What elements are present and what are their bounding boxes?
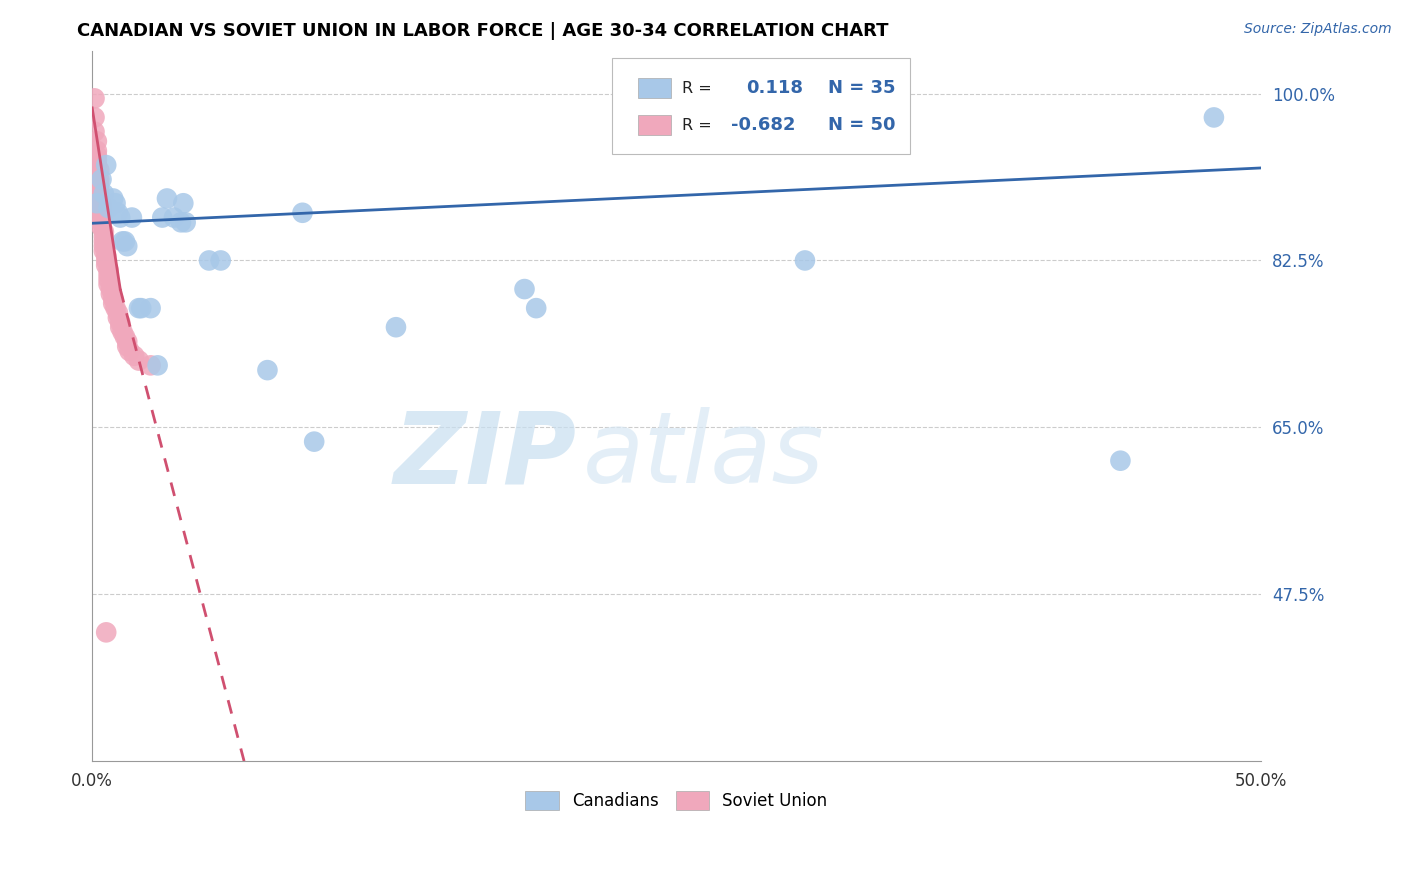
Text: N = 35: N = 35 <box>828 79 896 97</box>
Point <box>1202 111 1225 125</box>
Point <box>83 125 105 139</box>
Point <box>96 253 118 268</box>
Point <box>115 239 138 253</box>
Point <box>172 196 194 211</box>
Point <box>139 301 162 315</box>
Point <box>198 253 221 268</box>
Point <box>128 301 150 315</box>
Point <box>100 282 122 296</box>
Point <box>103 192 125 206</box>
Point <box>150 211 173 225</box>
Point <box>83 91 105 105</box>
Point <box>83 111 105 125</box>
Point <box>111 325 134 339</box>
Point <box>115 339 138 353</box>
Point <box>93 235 115 249</box>
Point <box>103 296 125 310</box>
Point <box>90 206 112 220</box>
Point <box>96 249 118 263</box>
Point <box>163 211 186 225</box>
Point <box>302 434 325 449</box>
Point <box>146 359 169 373</box>
Point <box>107 206 129 220</box>
Point <box>110 320 132 334</box>
Text: ZIP: ZIP <box>394 407 576 504</box>
FancyBboxPatch shape <box>638 115 671 136</box>
Point <box>122 349 145 363</box>
Point <box>90 172 112 186</box>
Text: atlas: atlas <box>583 407 824 504</box>
Point <box>89 182 111 196</box>
Point <box>104 301 127 315</box>
Point <box>385 320 408 334</box>
Text: -0.682: -0.682 <box>731 116 796 135</box>
Point <box>89 162 111 177</box>
Point <box>93 229 115 244</box>
Point <box>794 253 817 268</box>
Point <box>174 215 197 229</box>
Point <box>170 215 193 229</box>
Point <box>86 144 108 158</box>
Point <box>110 315 132 329</box>
Point <box>129 301 152 315</box>
Point <box>97 201 120 215</box>
Text: N = 50: N = 50 <box>828 116 896 135</box>
Point <box>93 186 115 201</box>
Point <box>96 158 118 172</box>
Point <box>90 201 112 215</box>
Point <box>114 330 136 344</box>
Point <box>97 268 120 282</box>
Text: 0.118: 0.118 <box>747 79 803 97</box>
Point <box>97 263 120 277</box>
Point <box>89 177 111 191</box>
Point <box>93 244 115 258</box>
Point <box>209 253 232 268</box>
Point <box>128 353 150 368</box>
Legend: Canadians, Soviet Union: Canadians, Soviet Union <box>519 784 834 817</box>
Point <box>93 225 115 239</box>
Text: R =: R = <box>682 118 711 133</box>
Point <box>118 344 141 359</box>
Point <box>747 120 769 134</box>
Point <box>96 625 118 640</box>
Point <box>114 235 136 249</box>
Point <box>1109 453 1132 467</box>
Text: Source: ZipAtlas.com: Source: ZipAtlas.com <box>1244 22 1392 37</box>
Point <box>90 215 112 229</box>
Point <box>86 158 108 172</box>
Point <box>107 310 129 325</box>
Point <box>97 277 120 292</box>
Point <box>121 211 143 225</box>
Point <box>139 359 162 373</box>
Point <box>90 196 112 211</box>
Point <box>86 148 108 162</box>
FancyBboxPatch shape <box>612 58 910 153</box>
Point <box>513 282 536 296</box>
Point <box>86 134 108 148</box>
Point <box>89 192 111 206</box>
Point <box>107 306 129 320</box>
Point <box>104 196 127 211</box>
Point <box>110 211 132 225</box>
Point <box>96 258 118 272</box>
Point <box>86 153 108 168</box>
Text: R =: R = <box>682 81 711 95</box>
Point <box>100 286 122 301</box>
Text: CANADIAN VS SOVIET UNION IN LABOR FORCE | AGE 30-34 CORRELATION CHART: CANADIAN VS SOVIET UNION IN LABOR FORCE … <box>77 22 889 40</box>
Point <box>89 186 111 201</box>
FancyBboxPatch shape <box>638 78 671 98</box>
Point <box>89 172 111 186</box>
Point <box>115 334 138 349</box>
Point <box>90 220 112 235</box>
Point <box>86 196 108 211</box>
Point <box>524 301 547 315</box>
Point <box>103 292 125 306</box>
Point <box>111 235 134 249</box>
Point <box>97 272 120 286</box>
Point <box>291 206 314 220</box>
Point <box>90 211 112 225</box>
Point <box>256 363 278 377</box>
Point <box>156 192 179 206</box>
Point <box>93 239 115 253</box>
